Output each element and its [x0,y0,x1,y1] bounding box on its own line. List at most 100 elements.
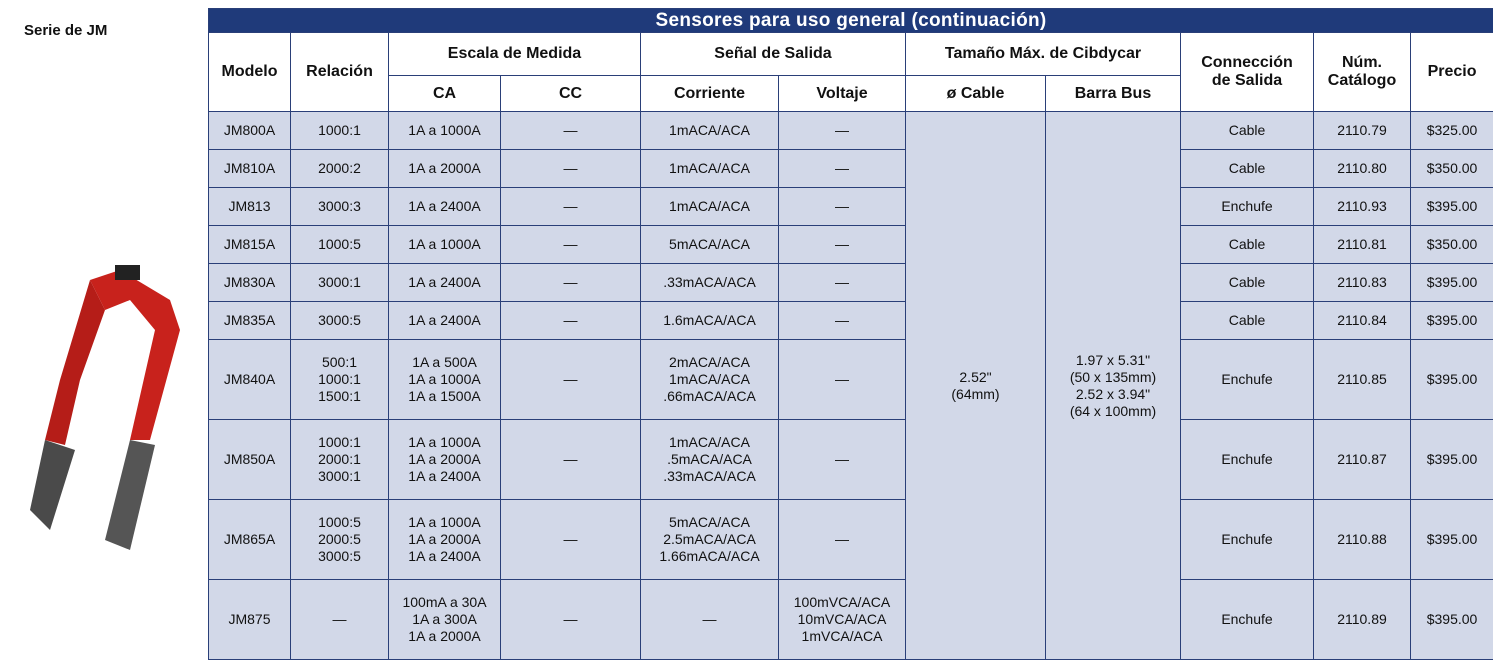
table-cell: 1A a 500A 1A a 1000A 1A a 1500A [388,339,501,420]
table-cell: JM830A [208,263,291,302]
table-cell: $395.00 [1409,419,1493,500]
table-cell: 1A a 2400A [388,187,501,226]
table-cell: — [778,499,906,580]
table-row: JM830A 3000:1 1A a 2400A — .33mACA/ACA — Cable… [208,263,1493,302]
table-cell: Cable [1180,225,1314,264]
header: Escala de Medida [388,32,641,76]
header: Señal de Salida [640,32,906,76]
table-cell: — [640,579,779,660]
subheader: Voltaje [778,75,906,112]
sensor-table: Sensores para uso general (continuación)… [207,8,1493,660]
table-cell: Enchufe [1180,579,1314,660]
clamp-handle [30,440,75,530]
table-cell: 1A a 1000A 1A a 2000A 1A a 2400A [388,499,501,580]
table-cell: $325.00 [1409,111,1493,150]
table-cell: 2mACA/ACA 1mACA/ACA .66mACA/ACA [640,339,779,420]
table-cell: — [500,339,641,420]
table-cell: 1000:1 [290,111,389,150]
subheader: CC [500,75,641,112]
table-cell: JM865A [208,499,291,580]
table-row: CA CC Corriente Voltaje ø Cable Barra Bus [209,75,1493,112]
table-cell: — [290,579,389,660]
table-cell: — [500,499,641,580]
series-label: Serie de JM [24,22,108,39]
table-cell: 2000:2 [290,149,389,188]
clamp-tip [115,265,140,280]
header: Connección de Salida [1180,32,1314,112]
table-cell: — [778,419,906,500]
header: Tamaño Máx. de Cibdycar [905,32,1181,76]
table-cell: — [500,149,641,188]
table-cell: 2110.83 [1313,263,1411,302]
table-cell: 2110.93 [1313,187,1411,226]
table-cell: 2110.80 [1313,149,1411,188]
table-title: Sensores para uso general (continuación) [207,8,1493,33]
table-cell: $395.00 [1409,263,1493,302]
table-cell: JM875 [208,579,291,660]
table-cell: 1mACA/ACA [640,149,779,188]
table-cell: JM840A [208,339,291,420]
header: Núm. Catálogo [1313,32,1411,112]
table-cell: 1000:5 [290,225,389,264]
table-cell: 1A a 2000A [388,149,501,188]
table-cell: 1A a 1000A [388,111,501,150]
table-cell: JM800A [208,111,291,150]
table-cell: 2110.85 [1313,339,1411,420]
table-cell: Enchufe [1180,419,1314,500]
subheader: Corriente [640,75,779,112]
table-row: JM815A 1000:5 1A a 1000A —5mACA/ACA — Cable 21… [208,225,1493,264]
table-cell: 3000:5 [290,301,389,340]
table-cell: — [778,339,906,420]
table-cell: 100mA a 30A 1A a 300A 1A a 2000A [388,579,501,660]
table-cell: Cable [1180,301,1314,340]
table-cell: Enchufe [1180,499,1314,580]
table-cell: 5mACA/ACA 2.5mACA/ACA 1.66mACA/ACA [640,499,779,580]
table-cell: 1mACA/ACA [640,111,779,150]
table-cell: Enchufe [1180,187,1314,226]
table-cell: 3000:3 [290,187,389,226]
table-cell: $395.00 [1409,187,1493,226]
cable-size: 2.52" (64mm) [905,111,1046,660]
table-cell: 1mACA/ACA .5mACA/ACA .33mACA/ACA [640,419,779,500]
table-cell: 3000:1 [290,263,389,302]
table-cell: 500:1 1000:1 1500:1 [290,339,389,420]
table-cell: $395.00 [1409,339,1493,420]
table-cell: $350.00 [1409,149,1493,188]
table-row: JM813 3000:3 1A a 2400A —1mACA/ACA — Enchufe 2… [208,187,1493,226]
table-cell: — [778,187,906,226]
clamp-handle [105,440,155,550]
table-row: JM865A 1000:5 2000:5 3000:5 1A a 1000A 1A … [208,499,1493,580]
table-row: JM840A 500:1 1000:1 1500:1 1A a 500A 1A a … [208,339,1493,420]
table-row: JM800A 1000:1 1A a 1000A —1mACA/ACA —2.52" (… [208,111,1493,660]
clamp-photo [30,265,180,550]
table-cell: — [500,301,641,340]
table-cell: — [778,225,906,264]
table-row: Modelo Relación Escala de Medida Señal de S… [208,32,1493,112]
table-cell: 2110.88 [1313,499,1411,580]
table-cell: 2110.87 [1313,419,1411,500]
header: Relación [290,32,389,112]
table-cell: 2110.84 [1313,301,1411,340]
table-cell: — [500,579,641,660]
table-cell: $395.00 [1409,301,1493,340]
subheader: CA [388,75,501,112]
table-cell: JM850A [208,419,291,500]
clamp-jaw-red [90,270,180,440]
table-cell: Cable [1180,111,1314,150]
table-cell: Cable [1180,263,1314,302]
table-cell: 1A a 2400A [388,263,501,302]
table-cell: JM810A [208,149,291,188]
table-cell: 1A a 1000A 1A a 2000A 1A a 2400A [388,419,501,500]
table-row: JM875—100mA a 30A 1A a 300A 1A a 2000A — —… [208,579,1493,660]
table-cell: — [500,111,641,150]
table-row: Sensores para uso general (continuación) [207,8,1493,33]
table-row: JM810A 2000:2 1A a 2000A —1mACA/ACA — Cable 21… [208,149,1493,188]
table-row: JM835A 3000:5 1A a 2400A —1.6mACA/ACA — Cable… [208,301,1493,340]
subheader: Barra Bus [1045,75,1181,112]
table-cell: 1A a 2400A [388,301,501,340]
table-cell: — [500,225,641,264]
table-cell: 1.6mACA/ACA [640,301,779,340]
table-cell: Cable [1180,149,1314,188]
header: Precio [1409,32,1493,112]
table-cell: 5mACA/ACA [640,225,779,264]
